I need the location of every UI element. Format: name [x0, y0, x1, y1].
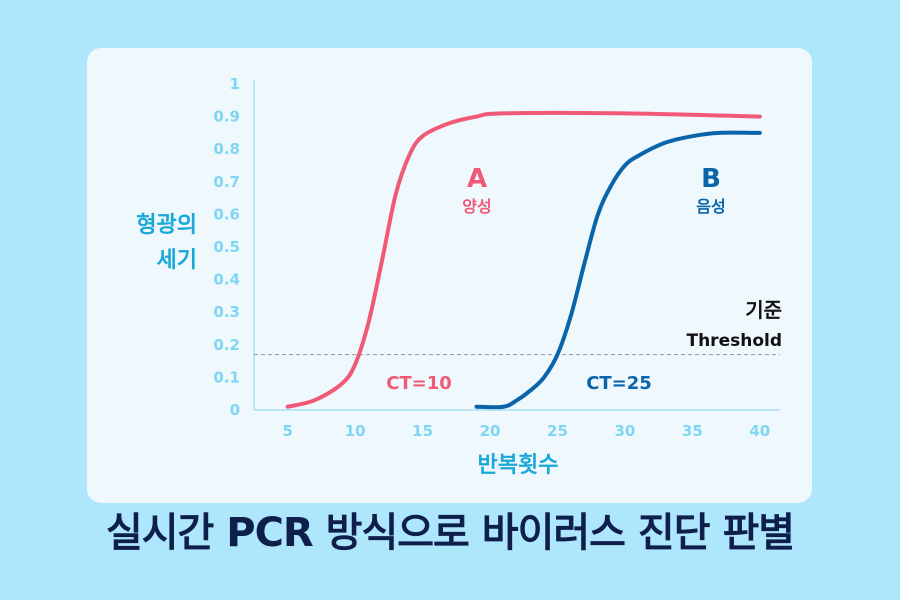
- series-a-line: [285, 110, 762, 409]
- x-tick-label: 40: [749, 422, 770, 440]
- x-tick-label: 10: [345, 422, 366, 440]
- y-tick-label: 0.5: [213, 238, 240, 256]
- series-a-sublabel: 양성: [462, 197, 491, 216]
- series-b-ct-label: CT=25: [586, 373, 652, 394]
- x-tick-label: 30: [614, 422, 635, 440]
- y-tick-label: 0.3: [213, 303, 240, 321]
- x-tick-label: 25: [547, 422, 568, 440]
- y-axis-label-line-2: 세기: [157, 248, 197, 273]
- series-b-sublabel: 음성: [696, 197, 725, 216]
- y-tick-label: 0.6: [213, 205, 240, 223]
- y-tick-label: 1: [230, 75, 240, 93]
- threshold-label: 기준: [745, 298, 782, 322]
- y-tick-label: 0.2: [213, 336, 240, 354]
- y-tick-label: 0.4: [213, 271, 240, 289]
- x-tick-label: 35: [682, 422, 703, 440]
- x-tick-label: 20: [480, 422, 501, 440]
- series-b-line: [474, 130, 762, 410]
- y-tick-label: 0.7: [213, 173, 240, 191]
- y-tick-label: 0.9: [213, 108, 240, 126]
- threshold-sublabel: Threshold: [686, 331, 782, 351]
- x-tick-label: 15: [412, 422, 433, 440]
- y-tick-label: 0.1: [213, 368, 240, 386]
- x-axis-label: 반복횟수: [478, 453, 559, 478]
- page-title: 실시간 PCR 방식으로 바이러스 진단 판별: [105, 510, 795, 556]
- series-b-name: B: [701, 164, 721, 194]
- x-tick-label: 5: [282, 422, 292, 440]
- y-tick-label: 0: [230, 401, 240, 419]
- y-tick-label: 0.8: [213, 140, 240, 158]
- y-axis-label-line-1: 형광의: [136, 213, 197, 238]
- series-a-ct-label: CT=10: [386, 373, 452, 394]
- series-a-name: A: [467, 164, 487, 194]
